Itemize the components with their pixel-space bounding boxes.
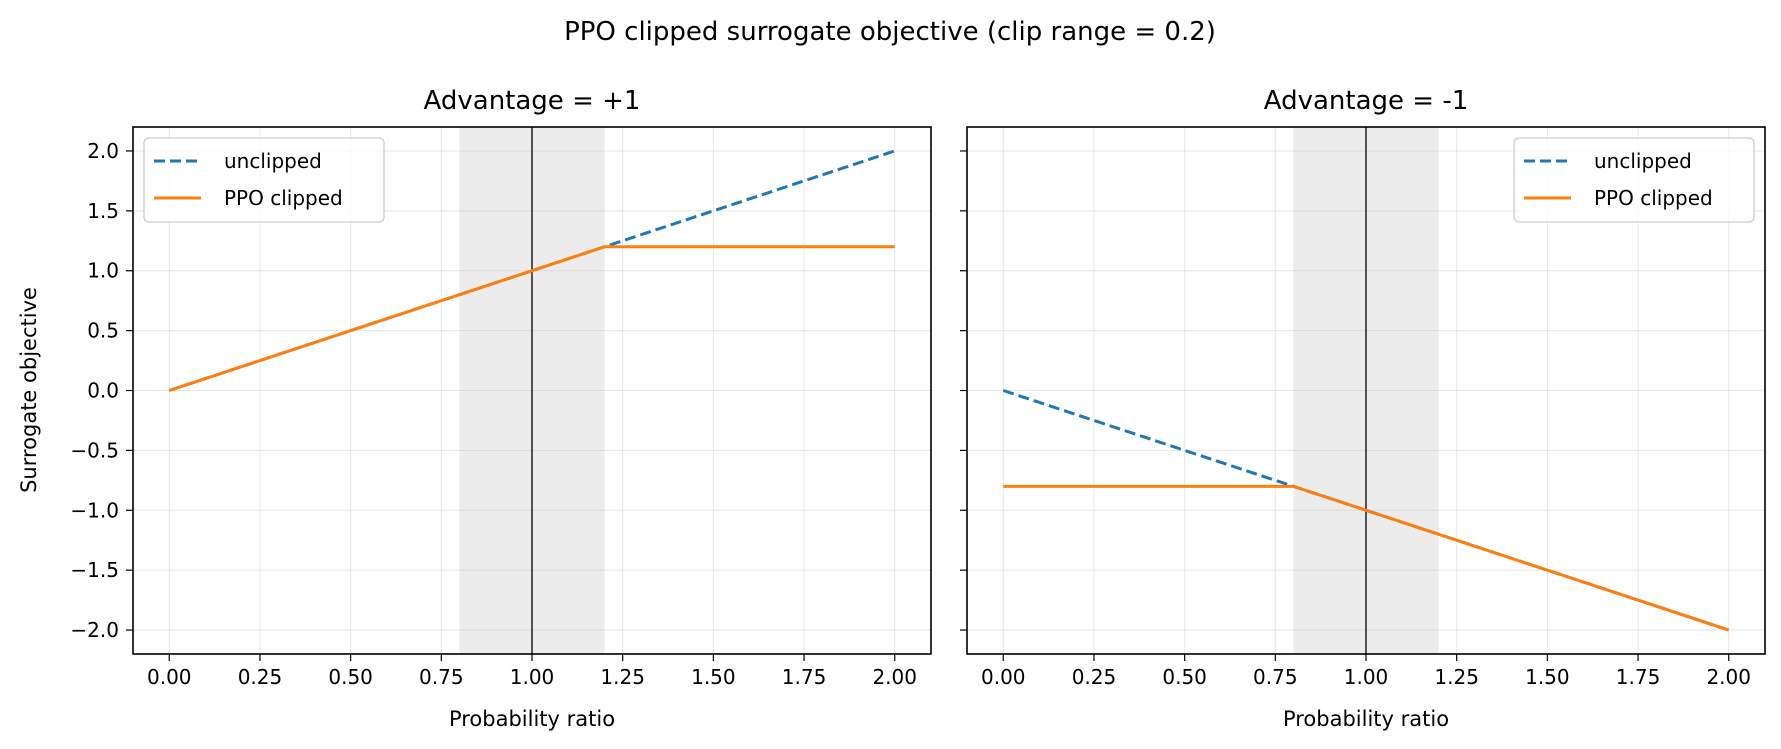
legend: unclipped PPO clipped xyxy=(1513,137,1755,223)
x-tick-label: 0.50 xyxy=(1162,665,1207,689)
y-tick-label: 1.5 xyxy=(87,199,119,223)
y-tick-label: 2.0 xyxy=(87,139,119,163)
figure-suptitle: PPO clipped surrogate objective (clip ra… xyxy=(564,17,1216,47)
panel-advantage-positive: Advantage = +1 Probability ratio Surroga… xyxy=(17,86,932,731)
y-tick-label: 0.0 xyxy=(87,379,119,403)
series-line-ppo-clipped xyxy=(168,245,895,392)
legend: unclipped PPO clipped xyxy=(143,137,385,223)
x-tick-label: 1.00 xyxy=(1344,665,1389,689)
x-tick-label: 1.25 xyxy=(600,665,645,689)
x-tick-label: 0.75 xyxy=(419,665,464,689)
x-tick-label: 0.00 xyxy=(981,665,1026,689)
x-axis-label: Probability ratio xyxy=(1283,707,1449,731)
x-tick-label: 0.00 xyxy=(147,665,192,689)
x-tick-label: 0.50 xyxy=(328,665,373,689)
x-axis-label: Probability ratio xyxy=(449,707,615,731)
y-axis-label: Surrogate objective xyxy=(17,287,41,493)
legend-label: unclipped xyxy=(224,149,322,173)
x-tick-label: 0.25 xyxy=(1072,665,1117,689)
x-tick-label: 0.25 xyxy=(238,665,283,689)
x-tick-label: 1.50 xyxy=(691,665,736,689)
x-tick-label: 1.00 xyxy=(510,665,555,689)
legend-label: PPO clipped xyxy=(1594,186,1713,210)
legend-box xyxy=(1513,137,1755,223)
legend-label: PPO clipped xyxy=(224,186,343,210)
panel-title: Advantage = -1 xyxy=(1264,86,1469,116)
y-tick-label: 1.0 xyxy=(87,259,119,283)
y-tick-label: −0.5 xyxy=(70,438,119,462)
x-tick-label: 1.75 xyxy=(1616,665,1661,689)
legend-label: unclipped xyxy=(1594,149,1692,173)
y-tick-label: 0.5 xyxy=(87,319,119,343)
plot-area xyxy=(967,127,1765,654)
x-tick-label: 2.00 xyxy=(872,665,917,689)
y-tick-label: −1.0 xyxy=(70,498,119,522)
y-tick-label: −2.0 xyxy=(70,618,119,642)
x-tick-label: 1.50 xyxy=(1525,665,1570,689)
x-tick-label: 2.00 xyxy=(1706,665,1751,689)
panel-advantage-negative: Advantage = -1 Probability ratio 0.00 0.2… xyxy=(960,86,1766,731)
y-tick-label: −1.5 xyxy=(70,558,119,582)
x-tick-label: 1.25 xyxy=(1434,665,1479,689)
panel-title: Advantage = +1 xyxy=(424,86,641,116)
x-tick-label: 0.75 xyxy=(1253,665,1298,689)
series-line-ppo-clipped xyxy=(1003,484,1730,632)
x-tick-label: 1.75 xyxy=(782,665,827,689)
legend-box xyxy=(143,137,385,223)
